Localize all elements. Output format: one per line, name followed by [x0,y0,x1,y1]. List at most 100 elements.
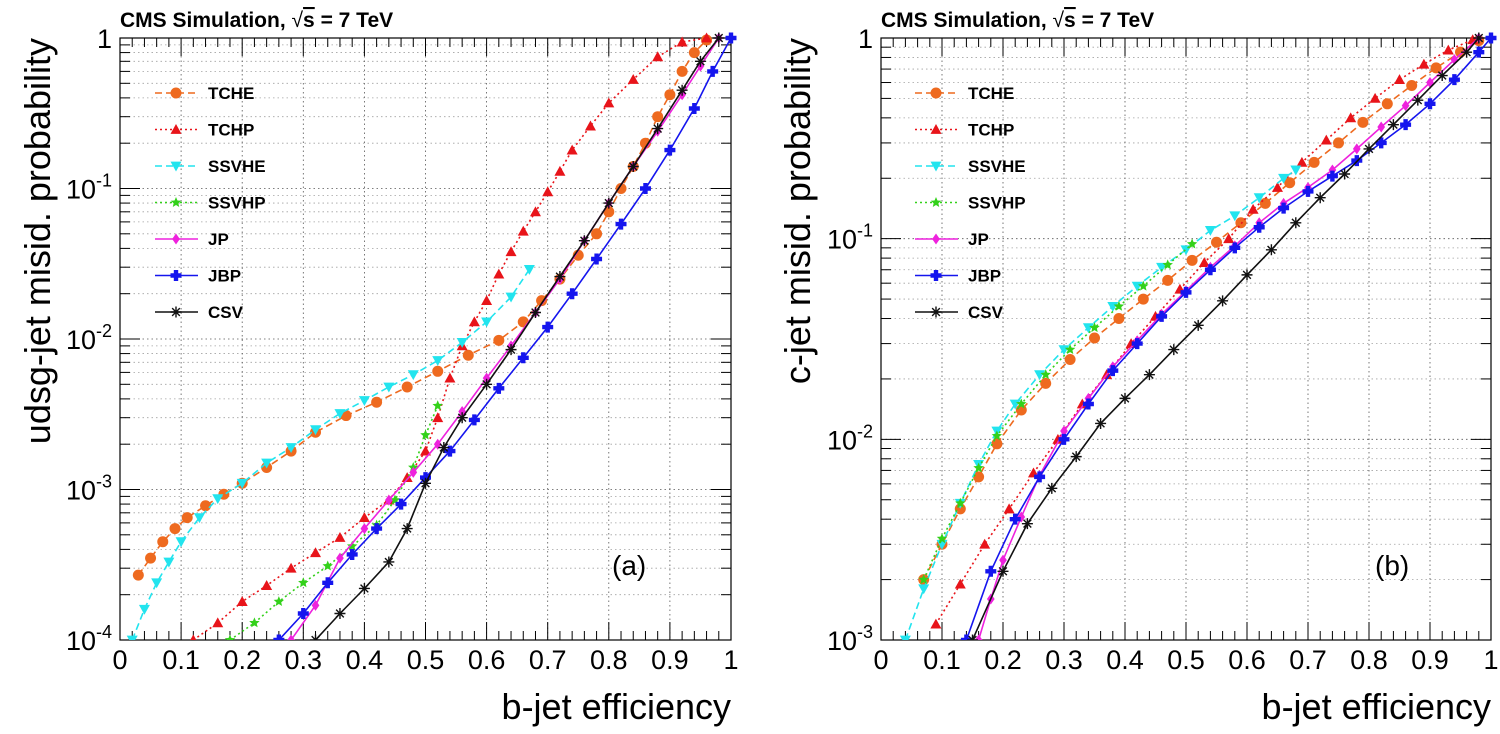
x-tick-label: 1 [723,645,738,675]
data-point [1009,513,1021,525]
data-point [688,47,700,59]
data-point [578,235,590,247]
data-point [694,55,706,67]
data-point [420,429,431,440]
data-point [310,634,322,640]
data-point [1162,259,1173,270]
data-point [1265,244,1277,256]
legend-marker [170,306,182,318]
data-point [1473,32,1485,44]
data-point [126,635,138,640]
series-line [965,37,1492,640]
data-point [1302,185,1314,197]
cms-header: CMS Simulation, √s = 7 TeV [881,9,1154,32]
y-tick-exponent: -1 [96,171,112,191]
data-point [311,599,320,611]
data-point [336,552,344,564]
data-point [1284,177,1296,189]
legend-marker [170,197,182,207]
data-point [1485,32,1497,44]
y-axis: 10-410-310-210-11 [66,24,731,656]
legend-marker [930,197,942,207]
data-point [1448,74,1460,86]
data-point [236,596,248,606]
legend-label: CSV [968,303,1004,322]
data-point [1290,217,1302,229]
data-point [584,120,596,131]
data-point [1095,417,1107,429]
data-point [1131,338,1143,350]
x-tick-label: 0.4 [346,645,384,675]
x-tick-label: 0.9 [1411,645,1449,675]
data-point [936,533,948,544]
data-point [1381,98,1393,110]
data-point [505,246,517,257]
data-point [1387,119,1399,131]
data-point [401,381,413,393]
data-point [652,123,664,135]
data-point [1253,221,1265,233]
data-point [676,36,688,47]
data-point [371,396,383,408]
data-point [1352,143,1361,155]
data-point [249,617,260,628]
series-ssvhp [918,238,1198,585]
data-point [999,554,1007,566]
x-tick-label: 0.1 [923,645,961,675]
data-point [432,365,444,377]
data-point [676,65,688,77]
series-line [935,39,1474,625]
data-point [1204,225,1216,236]
data-point [725,32,737,44]
data-point [973,471,985,483]
data-point [285,562,297,573]
data-point [1473,46,1485,58]
data-point [1241,269,1253,281]
legend-item-ssvhe: SSVHE [915,157,1026,176]
data-point [444,445,456,457]
y-tick-exponent: -4 [96,622,112,642]
data-point [468,316,480,327]
data-point [395,498,407,510]
data-point [529,306,541,318]
x-tick-label: 0 [112,645,127,675]
data-point [652,51,664,62]
data-point [566,288,578,300]
data-point [493,334,505,346]
data-point [1426,77,1434,89]
data-point [991,438,1003,450]
data-point [1314,192,1326,204]
data-point [420,477,431,489]
data-point [615,183,627,194]
data-point [482,372,491,384]
data-point [1377,121,1386,133]
y-tick-base: 10 [827,425,857,455]
data-point [481,378,493,390]
data-point [407,370,419,381]
data-point [1064,353,1076,365]
y-tick-base: 10 [827,225,857,255]
x-tick-label: 0.4 [1106,645,1144,675]
data-point [190,634,197,640]
data-point [1204,264,1216,276]
data-point [1326,170,1338,182]
data-point [181,512,193,524]
data-point [954,578,966,589]
data-point [358,582,370,594]
legend-marker [930,124,942,134]
data-point [334,607,346,619]
legend-marker [170,87,182,99]
y-tick-label: 10-4 [66,622,112,656]
legend-item-ssvhp: SSVHP [155,194,266,213]
data-point [1198,257,1210,267]
data-point [1009,399,1021,410]
series-line [904,169,1297,640]
data-point [1401,100,1410,112]
data-point [1394,74,1405,85]
y-axis: 10-310-210-11 [827,24,1491,656]
data-point [899,635,911,640]
data-point [1156,262,1168,273]
data-point [310,425,322,436]
legend-label: JP [208,230,229,249]
legend-item-csv: CSV [915,303,1004,322]
